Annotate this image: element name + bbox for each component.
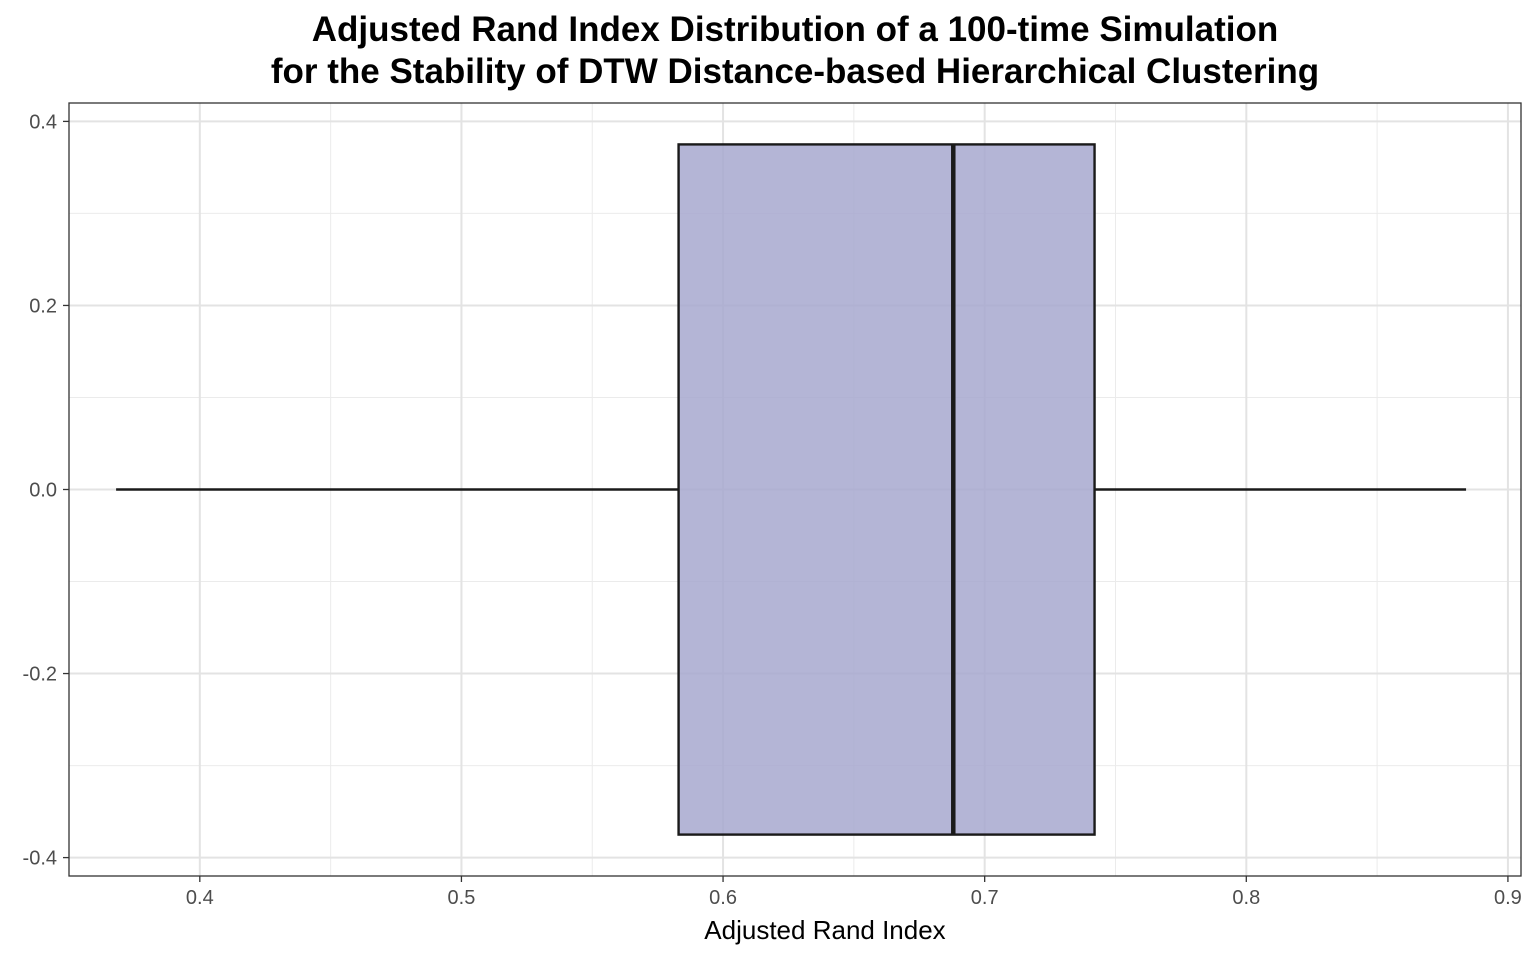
x-axis-title: Adjusted Rand Index [704,915,945,945]
x-tick-label: 0.4 [186,887,214,909]
chart-title-line-1: Adjusted Rand Index Distribution of a 10… [311,10,1279,49]
y-axis: -0.4 -0.2 0.0 0.2 0.4 [23,111,69,870]
y-tick-label: 0.2 [29,295,57,317]
y-tick-label: 0.0 [29,480,57,502]
x-tick-label: 0.5 [448,887,476,909]
x-tick-label: 0.6 [709,887,737,909]
iqr-box [677,143,1096,836]
y-tick-label: 0.4 [29,111,57,133]
boxplot-marks [116,143,1467,836]
x-tick-label: 0.8 [1232,887,1260,909]
y-tick-label: -0.2 [23,664,57,686]
x-tick-label: 0.9 [1494,887,1522,909]
x-tick-label: 0.7 [971,887,999,909]
y-tick-label: -0.4 [23,848,57,870]
x-axis: 0.4 0.5 0.6 0.7 0.8 0.9 [186,876,1522,909]
chart-title-line-2: for the Stability of DTW Distance-based … [270,52,1320,91]
